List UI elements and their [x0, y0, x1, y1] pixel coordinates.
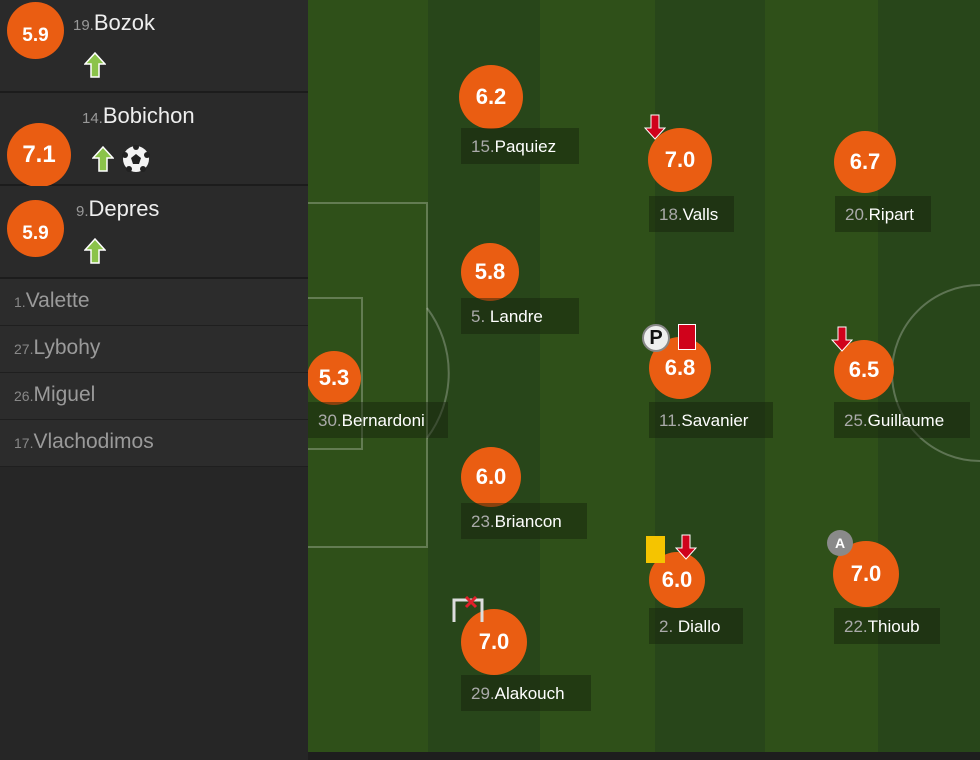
penalty-missed-icon: P: [642, 324, 670, 352]
sub-in-arrow-icon: [84, 238, 106, 264]
player-label: 2. Diallo: [649, 608, 743, 644]
player-name: Alakouch: [494, 684, 565, 703]
event-icons: [92, 145, 150, 173]
player-name: Ripart: [868, 205, 914, 224]
substitute-row[interactable]: 7.1 14.Bobichon: [0, 93, 308, 187]
player-number: 20.: [845, 205, 869, 224]
sub-out-arrow-icon: [830, 326, 854, 352]
bench-row[interactable]: 17.Vlachodimos: [0, 420, 308, 467]
player-label: 23.Briancon: [461, 503, 587, 539]
player-name-line: 14.Bobichon: [82, 103, 195, 129]
event-icons: [84, 52, 106, 78]
player-name: Bernardoni: [341, 411, 425, 430]
bench-row[interactable]: 27.Lybohy: [0, 326, 308, 373]
yellow-card-icon: [646, 536, 665, 563]
player-name: Thioub: [867, 617, 920, 636]
sub-in-arrow-icon: [84, 52, 106, 78]
player-rating: 6.0: [461, 447, 521, 507]
player-number: 29.: [471, 684, 495, 703]
bench-row[interactable]: 1.Valette: [0, 279, 308, 326]
bench-row[interactable]: 26.Miguel: [0, 373, 308, 420]
player-label: 15.Paquiez: [461, 128, 579, 164]
player-number: 18.: [659, 205, 683, 224]
pitch-markings: [308, 0, 980, 752]
player-rating: 5.9: [7, 2, 64, 59]
player-label: 22.Thioub: [834, 608, 940, 644]
player-name: Bobichon: [102, 103, 195, 128]
player-name: Lybohy: [33, 336, 101, 359]
player-name: Briancon: [494, 512, 562, 531]
sub-out-arrow-icon: [674, 534, 698, 560]
player-name: Depres: [88, 196, 160, 221]
player-number: 23.: [471, 512, 495, 531]
player-number: 30.: [318, 411, 342, 430]
player-rating: 6.2: [459, 65, 523, 129]
player-number: 2.: [659, 617, 678, 636]
player-rating: 7.1: [7, 123, 71, 187]
player-rating: 5.8: [461, 243, 519, 301]
player-name-line: 9.Depres: [76, 196, 159, 222]
player-label: 30.Bernardoni: [308, 402, 448, 438]
player-label: 20.Ripart: [835, 196, 931, 232]
goal-conceded-icon: [452, 595, 484, 622]
player-name: Guillaume: [867, 411, 945, 430]
player-number: 22.: [844, 617, 868, 636]
penalty-box: [308, 202, 428, 548]
player-name: Diallo: [677, 617, 721, 636]
player-name: Miguel: [33, 383, 96, 406]
football-icon: [122, 145, 150, 172]
player-rating: 5.9: [7, 200, 64, 257]
bottom-bar: [308, 752, 980, 760]
player-number: 11.: [659, 411, 682, 430]
player-name: Valls: [682, 205, 719, 224]
player-number: 5.: [471, 307, 490, 326]
player-rating: 6.0: [649, 552, 705, 608]
red-card-icon: [678, 324, 696, 350]
player-number: 17.: [14, 435, 34, 451]
event-icons: [84, 238, 106, 264]
player-name: Bozok: [93, 10, 156, 35]
substitute-row[interactable]: 5.9 9.Depres: [0, 186, 308, 279]
player-number: 9.: [76, 203, 89, 220]
player-label: 18.Valls: [649, 196, 734, 232]
pitch: 6.2 15.Paquiez 7.0 18.Valls 6.7 20.Ripart 5…: [308, 0, 980, 752]
player-number: 25.: [844, 411, 868, 430]
pitch-stripe: [540, 0, 655, 752]
player-number: 15.: [471, 137, 495, 156]
player-rating: 7.0: [461, 609, 527, 675]
substitutes-panel: 5.9 19.Bozok 7.1 14.Bobichon 5.9 9.Depre…: [0, 0, 308, 760]
substitute-row[interactable]: 5.9 19.Bozok: [0, 0, 308, 93]
player-label: 5. Landre: [461, 298, 579, 334]
player-number: 1.: [14, 294, 26, 310]
sub-in-arrow-icon: [92, 146, 114, 172]
player-rating: 6.7: [834, 131, 896, 193]
player-name: Paquiez: [494, 137, 557, 156]
player-name: Landre: [489, 307, 543, 326]
goal-area: [308, 297, 363, 450]
player-name: Savanier: [681, 411, 749, 430]
player-rating: 5.3: [308, 351, 361, 405]
player-number: 19.: [73, 17, 94, 34]
player-name-line: 19.Bozok: [73, 10, 155, 36]
player-name: Valette: [25, 289, 90, 312]
player-name: Vlachodimos: [33, 430, 154, 453]
sub-out-arrow-icon: [643, 114, 667, 140]
player-label: 25.Guillaume: [834, 402, 970, 438]
pitch-stripe: [878, 0, 980, 752]
player-number: 27.: [14, 341, 34, 357]
player-number: 26.: [14, 388, 34, 404]
player-label: 29.Alakouch: [461, 675, 591, 711]
player-rating: 6.5: [834, 340, 894, 400]
player-rating: 7.0: [648, 128, 712, 192]
player-label: 11.Savanier: [649, 402, 773, 438]
player-number: 14.: [82, 110, 103, 127]
captain-icon: A: [827, 530, 853, 556]
penalty-arc: [426, 307, 450, 439]
